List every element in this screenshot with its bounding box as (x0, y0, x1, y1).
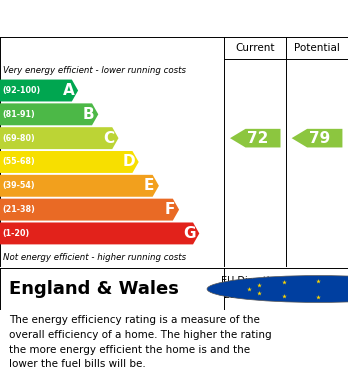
Circle shape (207, 276, 348, 303)
Text: The energy efficiency rating is a measure of the
overall efficiency of a home. T: The energy efficiency rating is a measur… (9, 315, 271, 369)
Polygon shape (0, 103, 98, 125)
Polygon shape (230, 129, 280, 147)
Text: A: A (63, 83, 74, 98)
Text: (81-91): (81-91) (2, 110, 35, 119)
Text: 79: 79 (309, 131, 330, 146)
Text: (39-54): (39-54) (2, 181, 35, 190)
Text: Energy Efficiency Rating: Energy Efficiency Rating (9, 9, 238, 27)
Text: D: D (122, 154, 135, 169)
Text: (92-100): (92-100) (2, 86, 40, 95)
Text: EU Directive
2002/91/EC: EU Directive 2002/91/EC (221, 276, 282, 300)
Text: (69-80): (69-80) (2, 134, 35, 143)
Polygon shape (0, 199, 179, 221)
Text: C: C (103, 131, 114, 146)
Polygon shape (292, 129, 342, 147)
Text: (21-38): (21-38) (2, 205, 35, 214)
Text: E: E (144, 178, 155, 193)
Text: Not energy efficient - higher running costs: Not energy efficient - higher running co… (3, 253, 187, 262)
Text: (55-68): (55-68) (2, 158, 35, 167)
Text: Very energy efficient - lower running costs: Very energy efficient - lower running co… (3, 66, 187, 75)
Polygon shape (0, 79, 78, 102)
Polygon shape (0, 175, 159, 197)
Text: Current: Current (236, 43, 275, 53)
Text: England & Wales: England & Wales (9, 280, 179, 298)
Polygon shape (0, 222, 199, 244)
Text: G: G (183, 226, 196, 241)
Text: 72: 72 (247, 131, 268, 146)
Polygon shape (0, 127, 118, 149)
Polygon shape (0, 151, 139, 173)
Text: (1-20): (1-20) (2, 229, 29, 238)
Text: F: F (164, 202, 175, 217)
Text: Potential: Potential (294, 43, 340, 53)
Text: B: B (83, 107, 94, 122)
